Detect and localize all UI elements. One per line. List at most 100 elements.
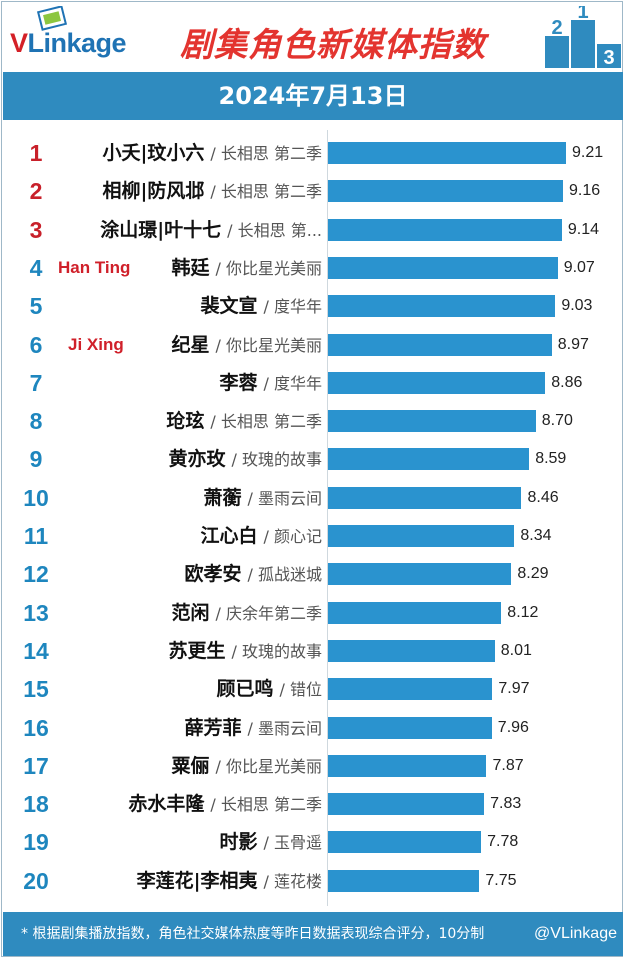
- row-label: 李蓉 / 度华年: [220, 368, 323, 399]
- character-name: 顾已鸣: [216, 678, 274, 701]
- character-name: 萧蘅: [203, 486, 242, 509]
- score-bar: [328, 180, 564, 203]
- table-row: 19 时影 / 玉骨遥 7.78: [0, 823, 626, 861]
- bar-baseline: [327, 130, 328, 906]
- drama-name: / 孤战迷城: [247, 565, 322, 585]
- rank-number: 14: [23, 637, 49, 664]
- podium-label-1: 1: [577, 6, 588, 23]
- score-value: 7.83: [490, 795, 522, 813]
- score-value: 7.75: [485, 871, 517, 889]
- table-row: 8 玱玹 / 长相思 第二季 8.70: [0, 402, 626, 440]
- watermark: @VLinkage: [534, 925, 617, 942]
- row-label: 小夭|玟小六 / 长相思 第二季: [102, 138, 322, 169]
- character-name: 裴文宣: [200, 295, 258, 318]
- score-bar: [328, 525, 515, 547]
- character-name: 李蓉: [219, 371, 258, 394]
- score-bar: [328, 295, 556, 318]
- rank-number: 20: [23, 867, 49, 894]
- drama-name: / 庆余年第二季: [215, 603, 322, 623]
- table-row: 1 小夭|玟小六 / 长相思 第二季 9.21: [0, 134, 626, 172]
- score-value: 8.59: [535, 450, 567, 468]
- score-value: 7.97: [498, 680, 530, 698]
- row-label: 玱玹 / 长相思 第二季: [166, 406, 322, 437]
- score-value: 8.46: [527, 488, 559, 506]
- drama-name: / 度华年: [263, 297, 322, 317]
- score-value: 8.12: [507, 603, 539, 621]
- drama-name: / 长相思 第二季: [210, 144, 322, 163]
- table-row: 7 李蓉 / 度华年 8.86: [0, 364, 626, 402]
- rank-number: 10: [23, 484, 49, 511]
- character-name: 玱玹: [166, 410, 205, 433]
- table-row: 15 顾已鸣 / 错位 7.97: [0, 670, 626, 708]
- table-row: 6 Ji Xing 纪星 / 你比星光美丽 8.97: [0, 326, 626, 364]
- score-bar: [328, 410, 536, 433]
- score-bar: [328, 563, 512, 586]
- logo: VLinkage: [10, 28, 127, 58]
- table-row: 5 裴文宣 / 度华年 9.03: [0, 287, 626, 325]
- score-value: 7.87: [492, 756, 524, 774]
- score-bar: [328, 218, 562, 241]
- drama-name: / 莲花楼: [263, 871, 322, 891]
- footnote: * 根据剧集播放指数，角色社交媒体热度等昨日数据表现综合评分，10分制: [21, 926, 485, 942]
- drama-name: / 玫瑰的故事: [231, 641, 322, 661]
- score-bar: [328, 678, 493, 701]
- row-label: 黄亦玫 / 玫瑰的故事: [169, 444, 323, 475]
- table-row: 20 李莲花|李相夷 / 莲花楼 7.75: [0, 862, 626, 900]
- score-value: 8.97: [557, 335, 589, 353]
- drama-name: / 颜心记: [263, 527, 322, 546]
- english-name-annotation: Ji Xing: [68, 334, 124, 354]
- character-name: 赤水丰隆: [128, 793, 205, 816]
- row-label: 欧孝安 / 孤战迷城: [185, 559, 323, 590]
- score-bar: [328, 831, 482, 854]
- score-bar: [328, 142, 566, 164]
- drama-name: / 你比星光美丽: [215, 335, 322, 355]
- character-name: 范闲: [171, 601, 210, 624]
- row-label: 赤水丰隆 / 长相思 第二季: [128, 789, 322, 820]
- drama-name: / 玉骨遥: [263, 833, 322, 853]
- rank-number: 1: [29, 140, 43, 166]
- drama-name: / 你比星光美丽: [215, 258, 322, 278]
- table-row: 9 黄亦玫 / 玫瑰的故事 8.59: [0, 440, 626, 478]
- row-label: 萧蘅 / 墨雨云间: [204, 483, 323, 514]
- date-label: 2024年7月13日: [218, 82, 408, 110]
- score-bar: [328, 639, 495, 662]
- score-value: 9.16: [569, 182, 601, 200]
- row-label: 顾已鸣 / 错位: [217, 674, 323, 705]
- score-value: 8.34: [520, 527, 552, 544]
- table-row: 14 苏更生 / 玫瑰的故事 8.01: [0, 632, 626, 670]
- score-value: 9.07: [563, 258, 595, 276]
- character-name: 薛芳菲: [184, 716, 242, 739]
- row-label: 江心白 / 颜心记: [201, 521, 323, 552]
- rank-number: 17: [23, 752, 49, 779]
- rank-number: 12: [23, 561, 49, 588]
- character-name: 李莲花|李相夷: [136, 869, 258, 892]
- score-value: 7.78: [487, 833, 519, 851]
- character-name: 粟俪: [171, 754, 210, 777]
- rank-number: 19: [23, 829, 49, 856]
- score-bar: [328, 793, 485, 816]
- score-bar: [328, 869, 480, 892]
- table-row: 3 涂山璟|叶十七 / 长相思 第... 9.14: [0, 211, 626, 249]
- score-value: 8.86: [551, 373, 583, 391]
- character-name: 涂山璟|叶十七: [100, 218, 222, 241]
- table-row: 18 赤水丰隆 / 长相思 第二季 7.83: [0, 785, 626, 823]
- score-bar: [328, 601, 502, 624]
- drama-name: / 度华年: [263, 373, 322, 393]
- drama-name: / 你比星光美丽: [215, 756, 322, 776]
- character-name: 小夭|玟小六: [102, 142, 205, 164]
- drama-name: / 错位: [279, 680, 322, 700]
- podium-label-3: 3: [603, 47, 614, 68]
- rank-number: 2: [29, 178, 43, 205]
- score-bar: [328, 448, 530, 471]
- score-value: 8.01: [500, 641, 532, 659]
- rank-number: 18: [23, 791, 49, 818]
- character-name: 时影: [219, 831, 258, 854]
- drama-name: / 长相思 第...: [227, 220, 322, 240]
- rank-number: 3: [29, 216, 43, 243]
- score-bar: [328, 716, 492, 739]
- footer-band: * 根据剧集播放指数，角色社交媒体热度等昨日数据表现综合评分，10分制 @VLi…: [3, 912, 623, 956]
- header: VLinkage 剧集角色新媒体指数 2 1 3: [0, 0, 626, 70]
- rank-number: 15: [23, 676, 49, 703]
- score-value: 9.03: [561, 297, 593, 315]
